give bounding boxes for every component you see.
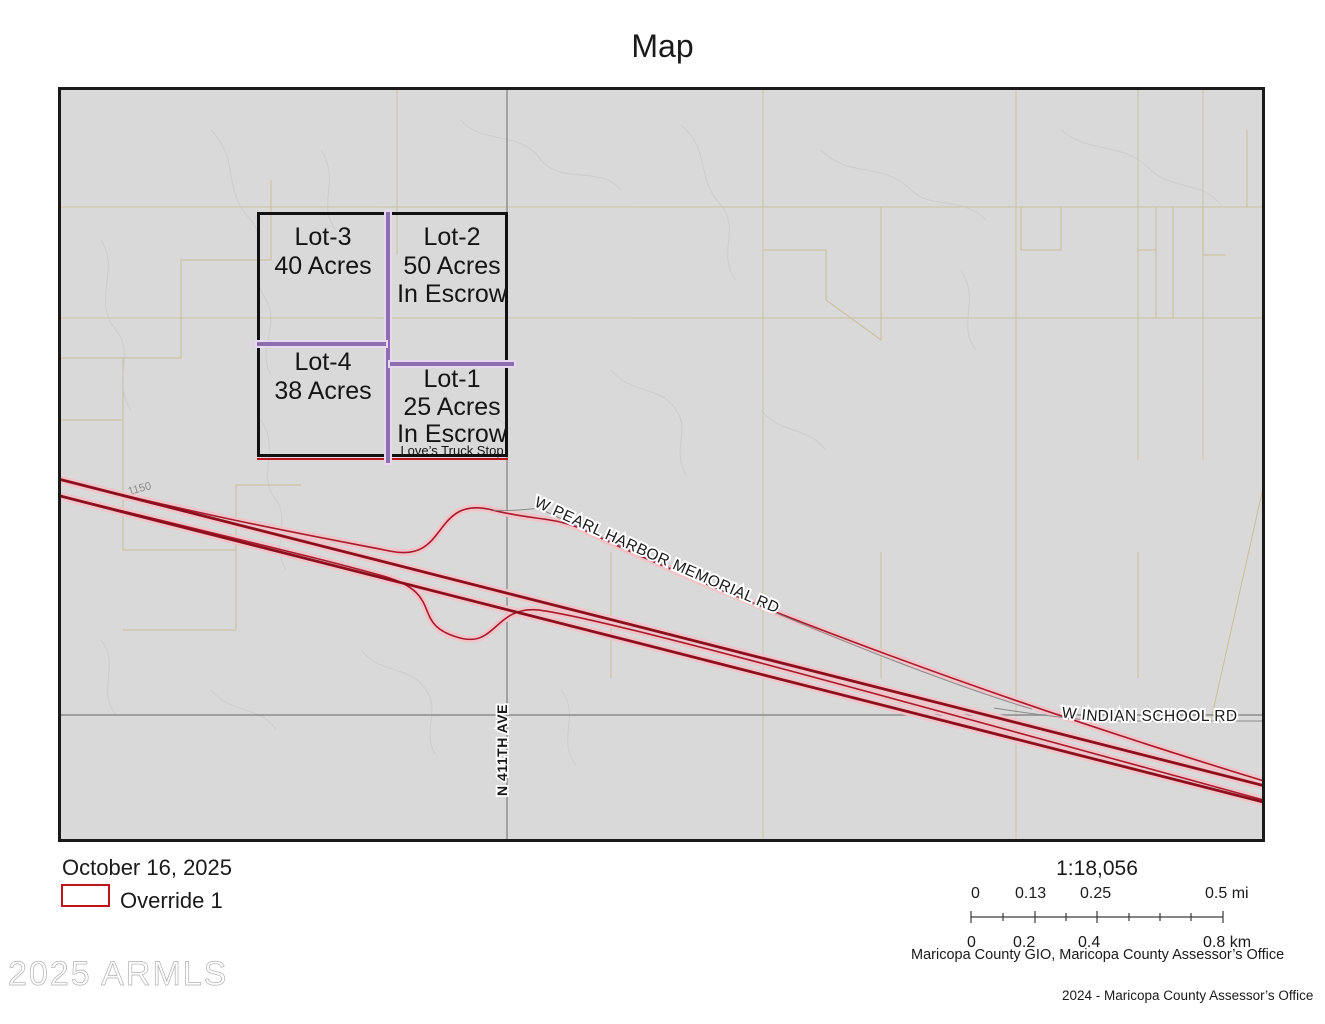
svg-text:0.5 mi: 0.5 mi: [1205, 885, 1249, 902]
svg-text:0.13: 0.13: [1015, 885, 1046, 902]
svg-text:W INDIAN SCHOOL RD: W INDIAN SCHOOL RD: [1061, 704, 1238, 725]
svg-text:N 411TH AVE: N 411TH AVE: [494, 704, 510, 796]
svg-text:0: 0: [971, 885, 980, 902]
svg-text:W PEARL HARBOR MEMORIAL RD: W PEARL HARBOR MEMORIAL RD: [521, 493, 793, 618]
svg-text:0.25: 0.25: [1080, 885, 1111, 902]
